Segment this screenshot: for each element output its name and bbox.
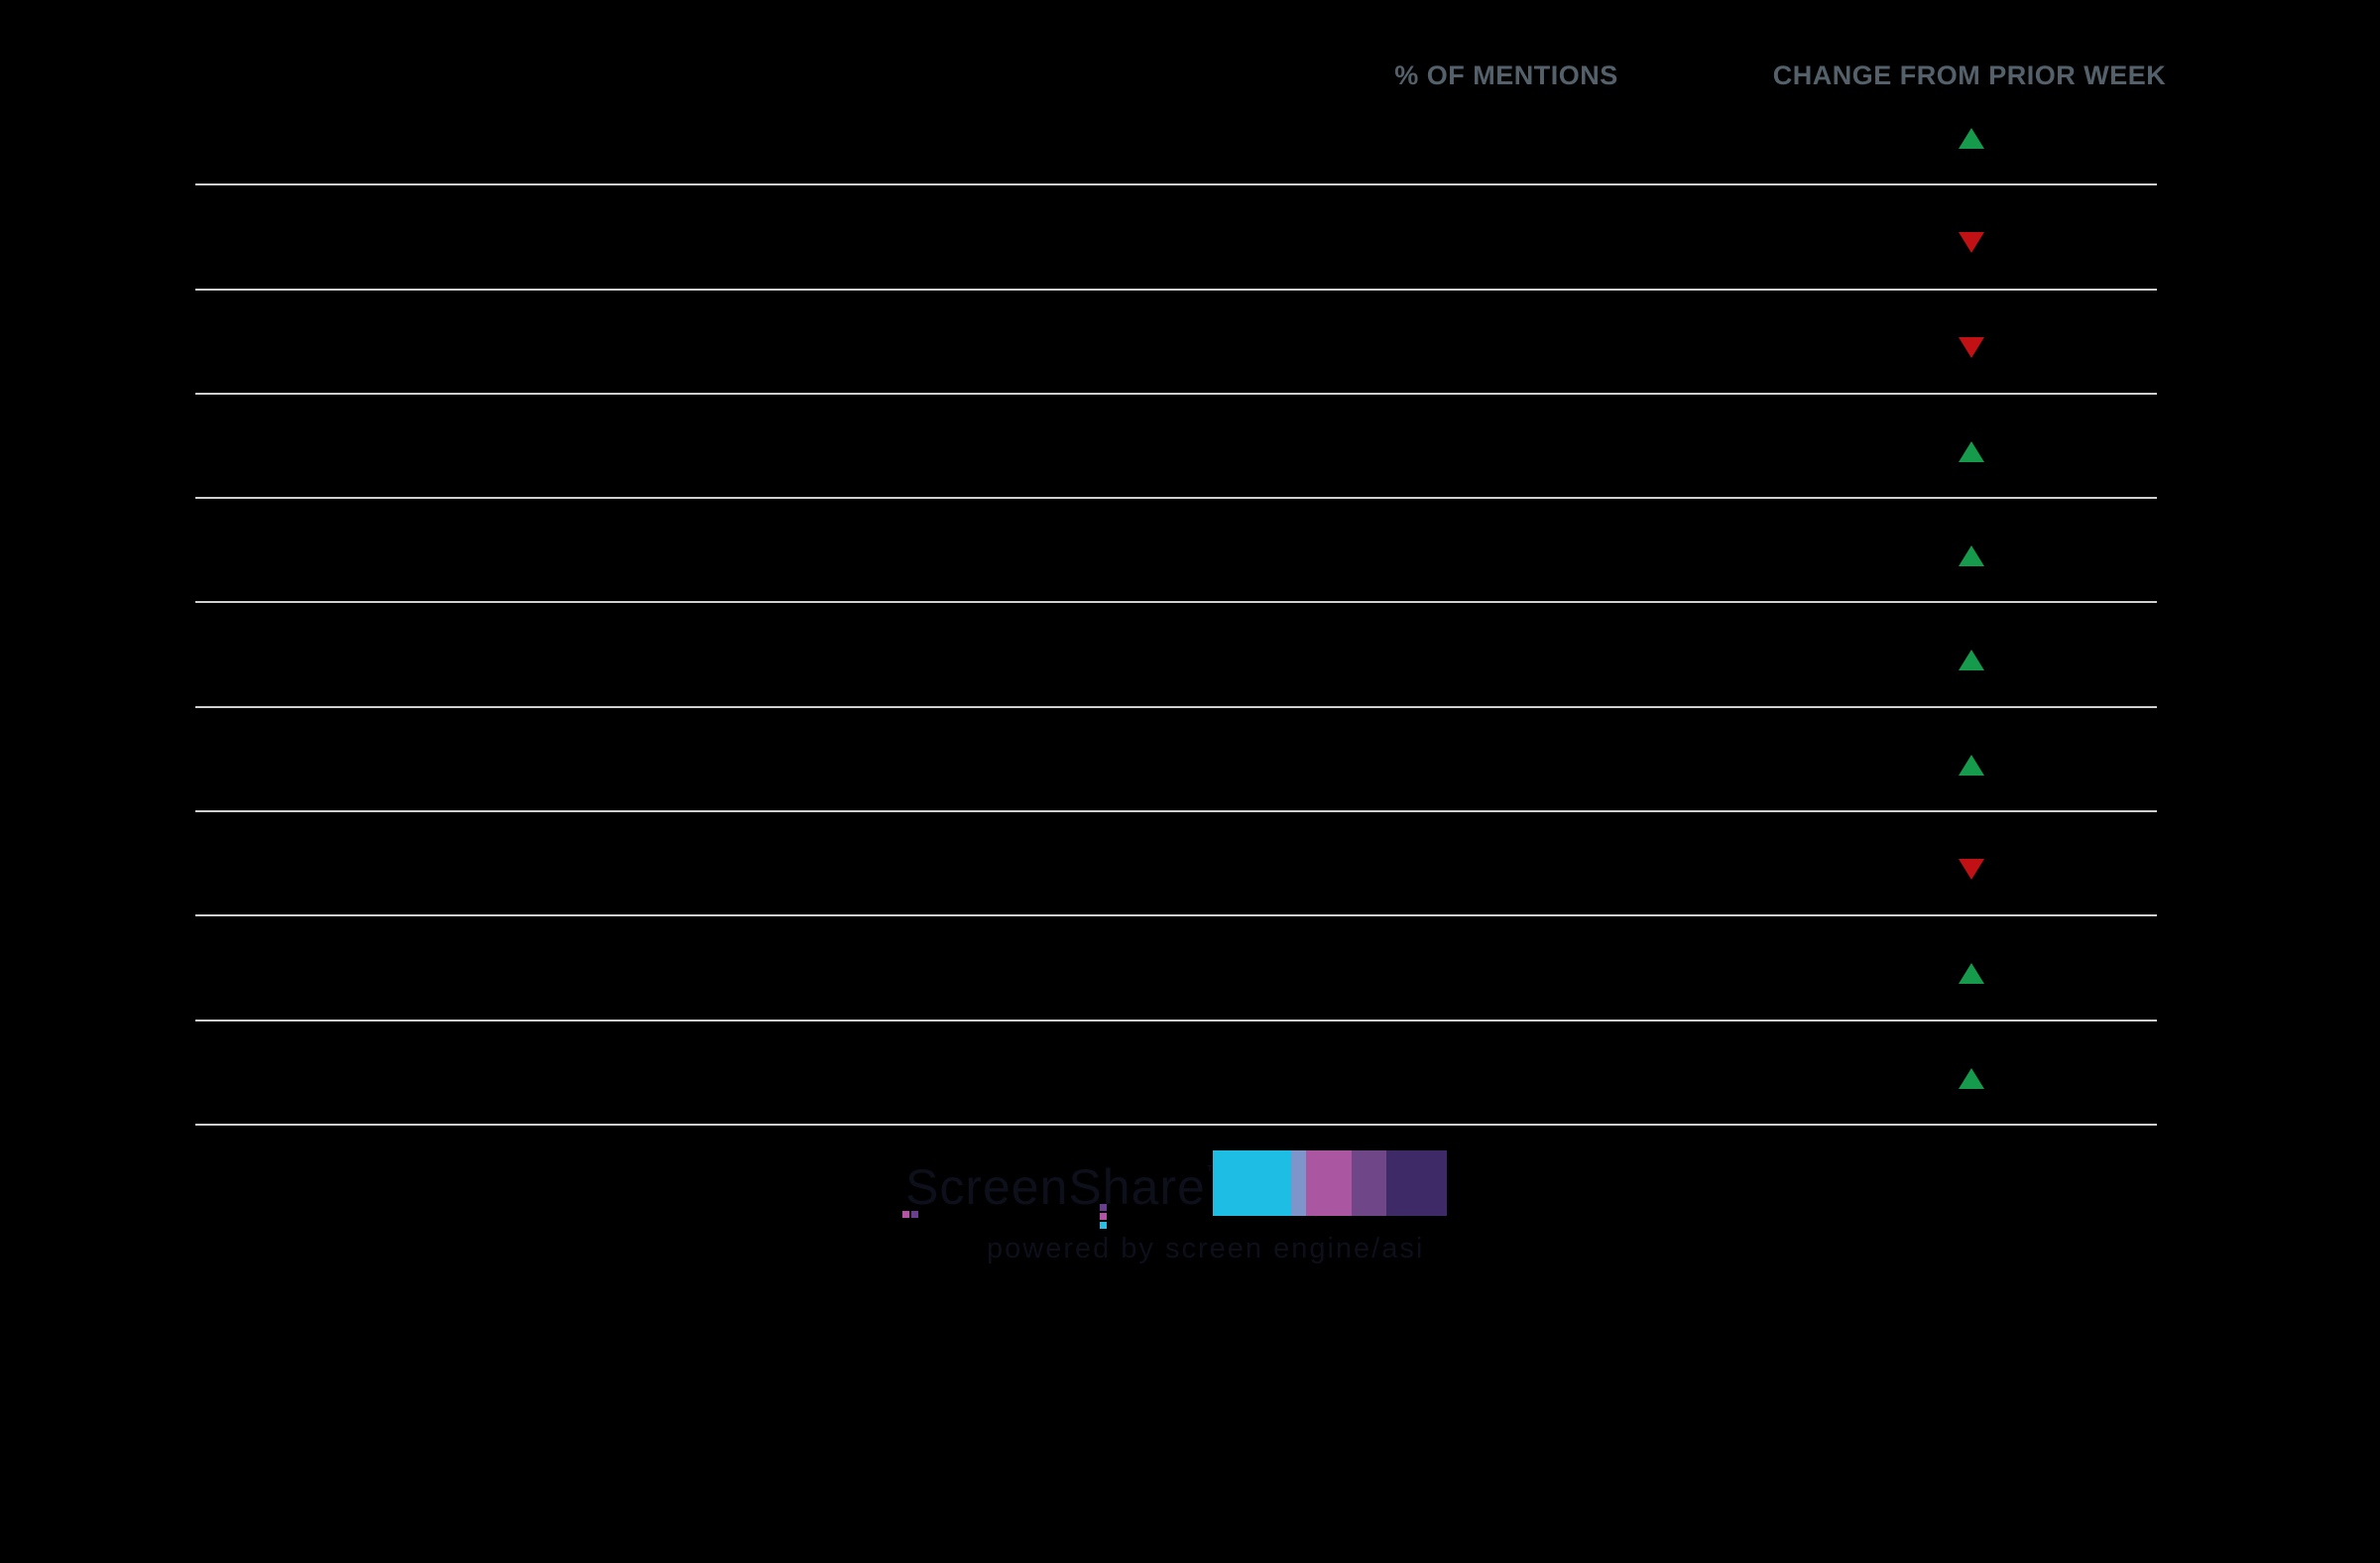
down-triangle-icon: [1959, 336, 1984, 358]
down-triangle-icon: [1959, 232, 1984, 254]
up-triangle-icon: [1959, 1067, 1984, 1089]
up-triangle-icon: [1959, 650, 1984, 671]
down-triangle-icon: [1959, 859, 1984, 881]
table-row: [195, 81, 2157, 186]
logo-name-text: ScreenShare: [905, 1159, 1206, 1215]
table-row: [195, 603, 2157, 708]
column-header-percent-of-mentions: % OF MENTIONS: [1394, 60, 1618, 90]
logo-deco-square-magenta: [1100, 1213, 1107, 1220]
column-header-change-from-prior-week: CHANGE FROM PRIOR WEEK: [1772, 60, 2167, 90]
table-row: [195, 395, 2157, 500]
table-row: [195, 185, 2157, 291]
up-triangle-icon: [1959, 754, 1984, 776]
up-triangle-icon: [1959, 545, 1984, 567]
up-triangle-icon: [1959, 440, 1984, 462]
table-row: [195, 499, 2157, 604]
up-triangle-icon: [1959, 963, 1984, 985]
table-rows: [195, 81, 2157, 1126]
logo-tagline: powered by screen engine/asi: [987, 1233, 1425, 1264]
logo-bar-dark-purple: [1386, 1150, 1447, 1216]
logo-bar-orchid: [1306, 1150, 1352, 1216]
logo-deco-square-cyan: [1100, 1222, 1107, 1229]
logo-bar-cyan: [1213, 1150, 1291, 1216]
table-row: [195, 708, 2157, 813]
logo-deco-square-purple: [911, 1211, 918, 1218]
logo-wordmark: ScreenShare™: [905, 1158, 1222, 1216]
up-triangle-icon: [1959, 128, 1984, 149]
table-row: [195, 916, 2157, 1022]
screenshare-logo: ScreenShare™ powered by screen engine/as…: [897, 1150, 1512, 1269]
table-row: [195, 812, 2157, 917]
table-row: [195, 291, 2157, 395]
logo-bar-periwinkle: [1291, 1150, 1306, 1216]
logo-deco-square-purple: [1100, 1204, 1107, 1211]
logo-deco-square-magenta: [902, 1211, 909, 1218]
logo-bar-medium-purple: [1352, 1150, 1386, 1216]
logo-color-bars: [1213, 1150, 1447, 1216]
table-row: [195, 1022, 2157, 1126]
